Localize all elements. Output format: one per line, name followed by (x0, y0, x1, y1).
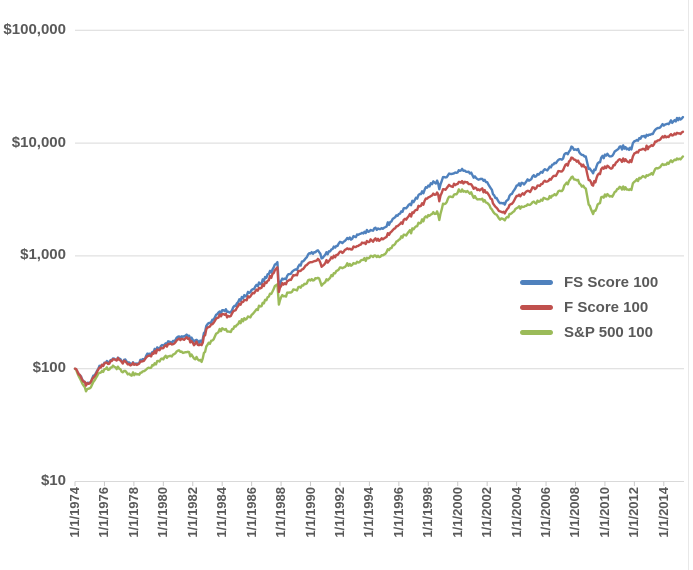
series-line-sp500 (73, 155, 685, 393)
legend-label: F Score 100 (564, 299, 649, 316)
series-line-f-score (73, 130, 685, 387)
x-axis-label: 1/1/2014 (655, 487, 671, 538)
series-line-fs-score (73, 115, 685, 386)
x-axis-label: 1/1/1992 (331, 487, 347, 538)
x-axis-label: 1/1/2008 (567, 487, 583, 538)
y-axis-label: $10,000 (11, 133, 66, 151)
x-axis-label: 1/1/2002 (479, 487, 495, 538)
y-axis-label: $1,000 (20, 246, 66, 264)
x-axis-label: 1/1/1998 (420, 487, 436, 538)
x-axis-label: 1/1/2004 (508, 487, 524, 538)
legend-label: FS Score 100 (564, 274, 659, 291)
fs-score-line-swatch (520, 280, 553, 285)
f-score-line-swatch (520, 305, 553, 310)
legend-item-sp500: S&P 500 100 (520, 320, 658, 345)
x-axis-label: 1/1/2012 (626, 487, 642, 538)
legend-item-fs-score: FS Score 100 (520, 270, 658, 295)
y-axis-label: $100 (32, 359, 66, 377)
x-axis-label: 1/1/1996 (390, 487, 406, 538)
x-axis-label: 1/1/1980 (155, 487, 171, 538)
legend-label: S&P 500 100 (564, 324, 653, 341)
x-axis-label: 1/1/1974 (67, 487, 82, 538)
x-axis-label: 1/1/1976 (96, 487, 112, 538)
x-axis-label: 1/1/1988 (273, 487, 289, 538)
x-axis-label: 1/1/2010 (596, 487, 612, 538)
x-axis-label: 1/1/1982 (184, 487, 200, 538)
x-axis-label: 1/1/1984 (214, 487, 230, 538)
legend: FS Score 100 F Score 100 S&P 500 100 (520, 270, 658, 345)
y-axis-label: $10 (40, 472, 66, 489)
x-axis-label: 1/1/2000 (449, 487, 465, 538)
y-axis-label: $100,000 (3, 20, 66, 38)
x-axis-label: 1/1/1990 (302, 487, 318, 538)
x-axis-label: 1/1/2006 (538, 487, 554, 538)
x-axis-label: 1/1/1986 (243, 487, 259, 538)
legend-item-f-score: F Score 100 (520, 295, 658, 320)
x-axis-label: 1/1/1994 (361, 487, 377, 538)
sp500-line-swatch (520, 330, 553, 335)
x-axis-label: 1/1/1978 (125, 487, 141, 538)
